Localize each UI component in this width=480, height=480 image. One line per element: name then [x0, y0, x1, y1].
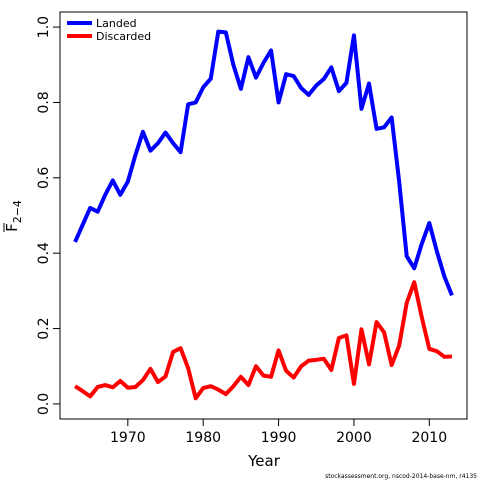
legend-label-discarded: Discarded	[96, 30, 151, 43]
series-line-discarded	[73, 280, 453, 401]
svg-text:F2−4: F2−4	[3, 200, 24, 232]
x-axis-title: Year	[247, 452, 281, 470]
footer-note: stockassessment.org, nscod-2014-base-nm,…	[325, 473, 477, 480]
y-axis-title-sub: 2−4	[11, 200, 24, 223]
x-tick-label: 1970	[110, 430, 146, 446]
x-axis: 1970 1980 1990 2000 2010	[110, 419, 447, 446]
x-tick-label: 1980	[185, 430, 221, 446]
x-tick-label: 2010	[411, 430, 447, 446]
y-tick-label: 0.0	[36, 393, 52, 415]
plot-frame	[59, 11, 468, 420]
y-axis-title: F2−4	[3, 200, 24, 232]
legend: Landed Discarded	[67, 17, 151, 43]
x-tick-label: 1990	[261, 430, 297, 446]
y-axis: 0.0 0.2 0.4 0.6 0.8 1.0	[36, 16, 60, 415]
series-line-landed	[73, 29, 454, 297]
y-tick-label: 1.0	[36, 16, 52, 38]
legend-label-landed: Landed	[96, 17, 137, 30]
y-tick-label: 0.6	[36, 167, 52, 189]
x-tick-label: 2000	[336, 430, 372, 446]
y-tick-label: 0.8	[36, 91, 52, 113]
y-tick-label: 0.4	[36, 242, 52, 264]
series-layer	[73, 29, 454, 401]
y-tick-label: 0.2	[36, 317, 52, 339]
y-axis-title-main: F	[3, 223, 21, 232]
